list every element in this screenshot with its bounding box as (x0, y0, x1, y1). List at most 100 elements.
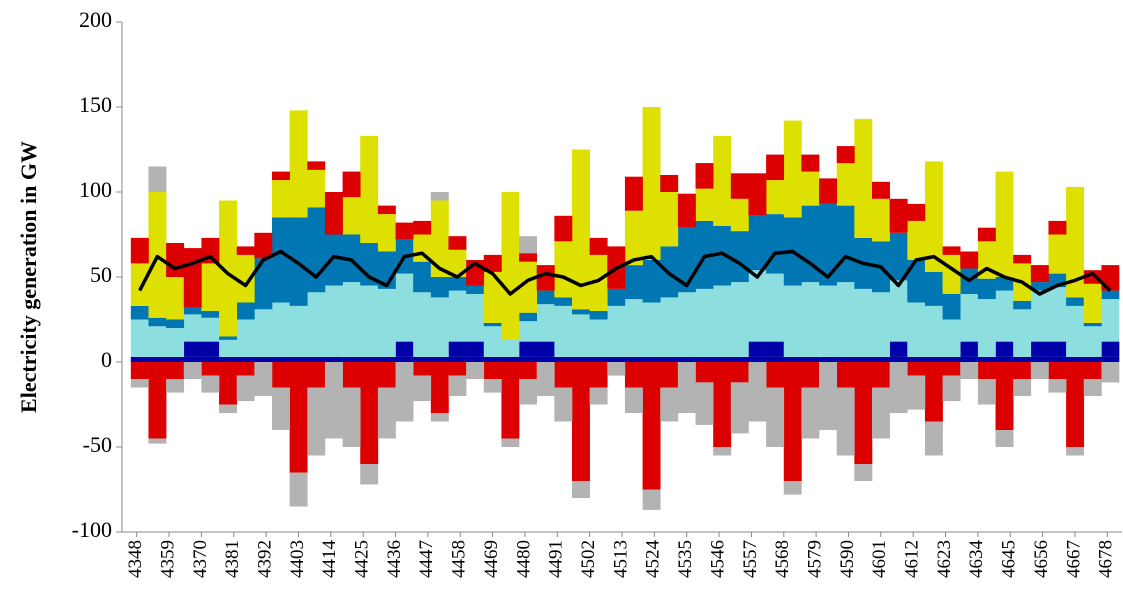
bar-segment (836, 163, 855, 206)
bar-segment (1013, 379, 1032, 396)
bar-segment (995, 362, 1014, 430)
bar-segment (166, 277, 185, 320)
bar-segment (907, 302, 926, 357)
bar-segment (430, 362, 449, 413)
bar-segment (519, 321, 538, 342)
bar-segment (766, 387, 785, 447)
bar-segment (519, 253, 538, 262)
bar-segment (166, 243, 185, 277)
bar-segment (924, 161, 943, 272)
bar-segment (589, 254, 608, 311)
bar-segment (342, 171, 361, 198)
bar-segment (1083, 362, 1102, 379)
bar-segment (942, 375, 961, 402)
bar-segment (1030, 341, 1049, 357)
bar-segment (695, 288, 714, 357)
bar-segment (201, 341, 220, 357)
bar-segment (272, 180, 290, 218)
bar-segment (483, 326, 502, 357)
bar-segment (677, 193, 696, 228)
bar-segment (466, 362, 485, 379)
bar-segment (360, 285, 379, 357)
x-tick-label: 4667 (1063, 540, 1084, 578)
bar-segment (730, 231, 749, 283)
bar-segment (1083, 283, 1102, 323)
bar-segment (466, 294, 485, 342)
bar-segment (642, 107, 661, 260)
bar-segment (201, 317, 220, 342)
bar-segment (254, 258, 273, 310)
x-tick-label: 4590 (837, 540, 858, 578)
bar-segment (801, 387, 820, 439)
bar-segment (642, 356, 661, 362)
bar-segment (766, 362, 785, 388)
bar-segment (1066, 447, 1085, 456)
bar-segment (783, 481, 802, 495)
bar-segment (413, 261, 432, 293)
bar-segment (413, 292, 432, 357)
bar-segment (677, 292, 696, 357)
bar-segment (872, 356, 890, 362)
bar-segment (854, 362, 873, 464)
bar-segment (660, 175, 679, 192)
bar-segment (960, 341, 979, 357)
y-tick-label: -100 (72, 517, 112, 542)
bar-segment (1101, 341, 1120, 357)
x-tick-label: 4568 (772, 540, 793, 578)
bar-segment (642, 260, 661, 303)
bar-segment (977, 362, 996, 379)
bar-segment (819, 203, 838, 286)
bar-segment (942, 356, 961, 362)
bar-segment (483, 356, 502, 362)
bar-segment (713, 135, 732, 226)
bar-segment (801, 362, 820, 388)
bar-segment (695, 356, 714, 362)
bar-segment (836, 387, 855, 456)
bar-segment (677, 362, 696, 413)
bar-segment (1048, 220, 1067, 235)
bar-segment (713, 447, 732, 456)
bar-segment (448, 375, 467, 396)
bar-segment (130, 362, 149, 379)
bar-segment (236, 319, 255, 357)
bar-segment (924, 305, 943, 357)
x-tick-label: 4491 (546, 540, 567, 578)
bar-segment (413, 362, 432, 376)
bar-segment (466, 356, 485, 362)
bar-segment (1083, 356, 1102, 362)
bar-segment (977, 356, 996, 362)
bar-segment (289, 305, 308, 357)
bar-segment (536, 290, 555, 305)
bar-segment (766, 214, 785, 274)
bar-segment (342, 356, 361, 362)
x-tick-label: 4634 (966, 540, 987, 579)
bar-segment (501, 362, 520, 439)
bar-segment (1048, 379, 1067, 393)
bar-segment (695, 163, 714, 189)
bar-segment (801, 282, 820, 357)
bar-segment (219, 362, 238, 405)
bar-segment (554, 215, 573, 242)
bar-segment (289, 356, 308, 362)
bar-segment (1013, 254, 1032, 264)
bar-segment (977, 299, 996, 357)
bar-segment (748, 173, 767, 216)
bar-segment (924, 271, 943, 306)
bar-segment (924, 356, 943, 362)
x-tick-label: 4678 (1096, 540, 1117, 578)
x-tick-label: 4381 (222, 540, 243, 578)
bar-segment (1048, 287, 1067, 342)
bar-segment (836, 205, 855, 283)
bar-segment (272, 356, 290, 362)
bar-segment (254, 356, 273, 362)
bar-segment (183, 362, 202, 379)
bar-segment (324, 356, 343, 362)
bar-segment (1030, 282, 1049, 291)
bar-segment (660, 297, 679, 357)
bar-segment (1048, 341, 1067, 357)
bar-segment (1066, 186, 1085, 298)
bar-segment (183, 341, 202, 357)
bar-segment (519, 341, 538, 357)
bar-segment (466, 341, 485, 357)
